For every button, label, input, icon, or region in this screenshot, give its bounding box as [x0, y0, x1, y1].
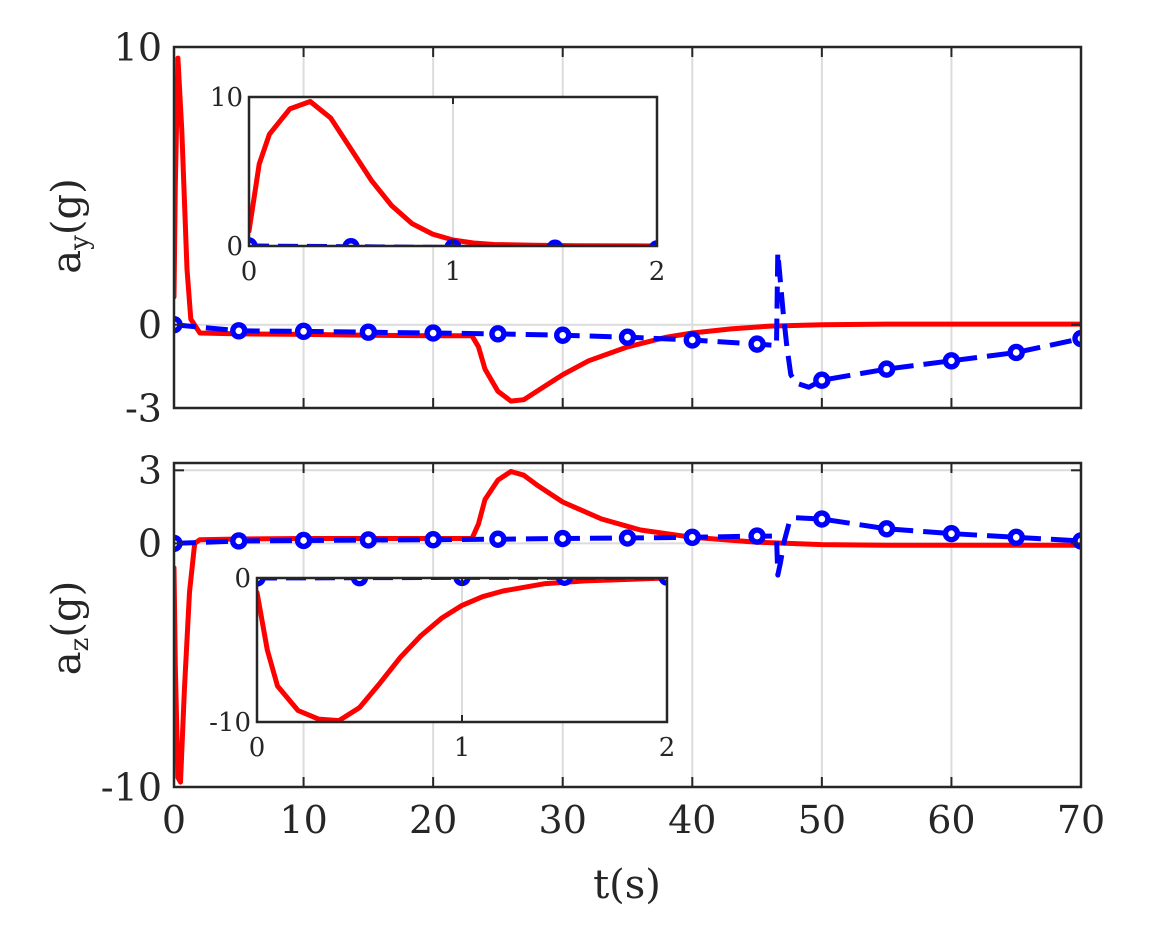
inset-az: 0 1 2-100: [209, 564, 675, 763]
az-series-1-marker-6: [554, 529, 572, 548]
inset-ay-x-tick-label-0: 0: [241, 257, 258, 287]
inset-ay-y-tick-label-0: 0: [226, 232, 243, 262]
ay-series-1-line: [174, 250, 1081, 390]
inset-az-series-1-marker-4: [658, 578, 667, 586]
ay-series-1-marker-3: [359, 323, 378, 341]
ay-series-1-marker-7: [618, 328, 637, 346]
ay-y-tick-label-1: 0: [138, 303, 162, 347]
az-series-1-marker-3: [359, 531, 378, 549]
ay-series-1-marker-20: [1007, 343, 1025, 362]
inset-ay-x-tick-label-2: 2: [649, 257, 666, 287]
az-x-tick-label-5: 50: [798, 798, 846, 842]
ay-series-1-marker-8: [683, 331, 701, 349]
az-series-1-marker-1: [230, 532, 248, 550]
ay-series-1-marker-5: [489, 325, 507, 343]
y-axis-label-az: az(g): [44, 581, 95, 675]
ay-series-1-marker-6: [554, 326, 572, 344]
az-x-tick-label-6: 60: [927, 798, 975, 842]
az-axes-frame: [172, 461, 1083, 789]
az-x-tick-label-7: 70: [1057, 798, 1105, 842]
az-x-tick-label-0: 0: [162, 798, 186, 842]
az-series-1-marker-9: [748, 527, 766, 545]
inset-ay-series-1-marker-0: [249, 237, 258, 246]
az-series-1-marker-16: [813, 510, 831, 528]
az-x-tick-label-4: 40: [668, 798, 716, 842]
az-series-1-line: [174, 515, 1081, 578]
chart-ay: -3 0 10 0 1 2 0 10: [114, 25, 1083, 430]
ay-series-1-marker-19: [942, 352, 961, 370]
az-series-1-marker-7: [618, 529, 637, 547]
ay-y-tick-label-2: 10: [114, 25, 162, 69]
inset-az-series-0-line: [257, 578, 667, 722]
az-x-tick-label-2: 20: [409, 798, 457, 842]
az-series-1-marker-4: [424, 531, 442, 549]
ay-series-1-marker-1: [230, 322, 248, 340]
inset-az-x-tick-label-0: 0: [249, 733, 266, 763]
az-y-tick-label-1: 0: [138, 522, 162, 566]
ay-series-1-marker-18: [877, 360, 896, 378]
inset-az-y-tick-label-0: -10: [209, 708, 251, 738]
az-series-1-marker-2: [294, 531, 313, 550]
inset-az-x-tick-label-1: 1: [454, 733, 471, 763]
inset-az-series-1-marker-0: [257, 578, 266, 587]
ay-series-1-marker-21: [1072, 329, 1081, 348]
y-axis-label-ay: ay(g): [44, 178, 95, 273]
inset-az-y-tick-label-1: 0: [234, 564, 251, 594]
ay-series-1-marker-9: [748, 335, 766, 353]
az-series-1-marker-17: [877, 520, 896, 538]
inset-az-series-1-marker-3: [555, 578, 574, 586]
inset-ay-series-1-marker-1: [342, 238, 360, 246]
inset-ay-x-tick-label-1: 1: [445, 257, 462, 287]
inset-ay-y-tick-label-1: 10: [210, 83, 243, 113]
ay-series-1-marker-4: [424, 324, 442, 342]
az-series-1-marker-5: [489, 530, 507, 548]
x-axis-label: t(s): [593, 862, 661, 908]
inset-ay: 0 1 2 0 10: [210, 83, 665, 287]
az-y-tick-label-2: 3: [138, 449, 162, 493]
ay-series-1-marker-17: [813, 371, 831, 389]
az-series-1-marker-19: [1007, 528, 1025, 547]
az-series-1-marker-8: [683, 528, 701, 547]
az-x-tick-label-3: 30: [539, 798, 587, 842]
az-x-tick-label-1: 10: [279, 798, 327, 842]
inset-az-x-tick-label-2: 2: [659, 733, 676, 763]
az-series-1-marker-18: [942, 524, 961, 543]
ay-series-1-marker-2: [294, 322, 313, 341]
inset-az-series-1-marker-1: [350, 578, 369, 587]
az-y-tick-label-0: -10: [101, 765, 162, 809]
ay-axes-frame: [172, 45, 1083, 410]
ay-y-tick-label-0: -3: [125, 386, 162, 430]
